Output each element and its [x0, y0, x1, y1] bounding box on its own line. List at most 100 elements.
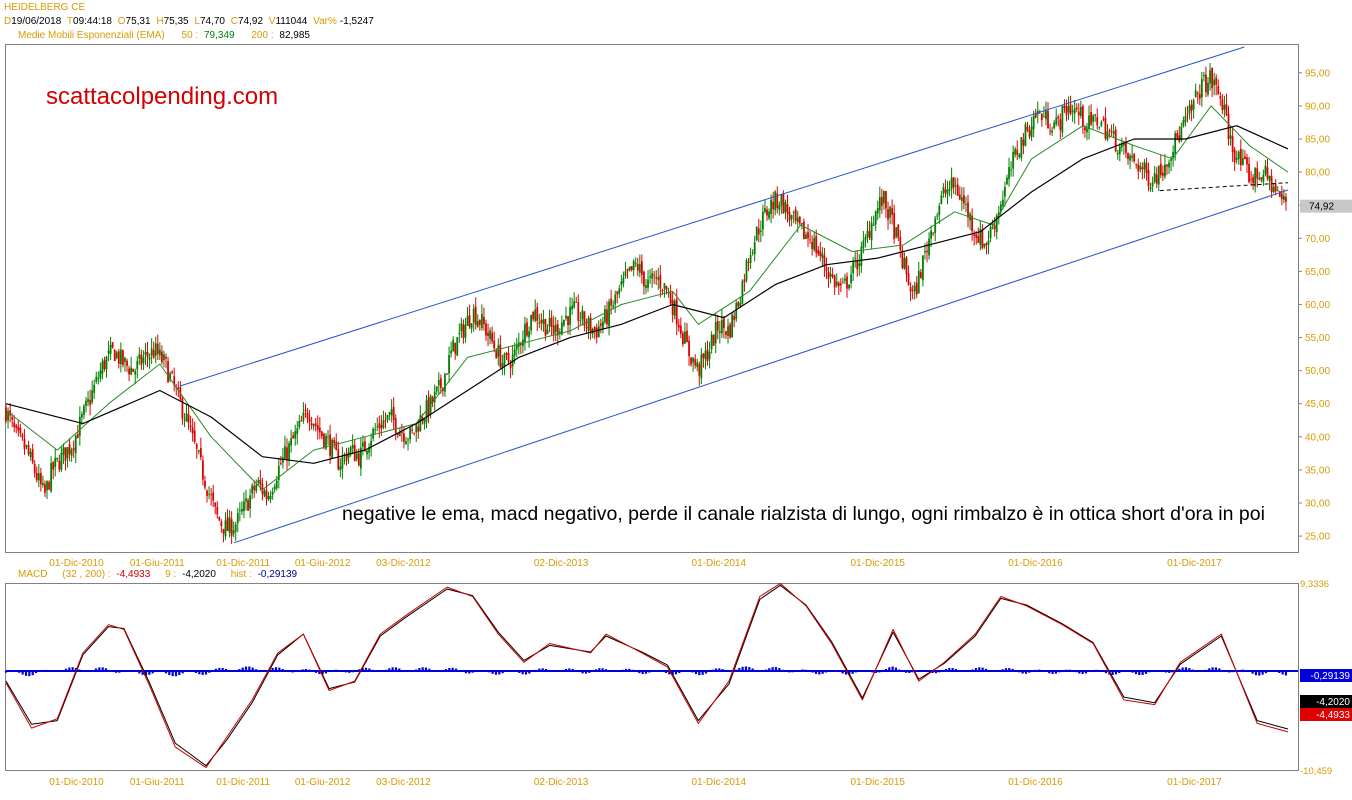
candle-body [284, 446, 286, 459]
ema50-value: 79,349 [203, 30, 235, 41]
candle-body [844, 278, 846, 281]
candle-body [819, 251, 822, 257]
candle-body [439, 378, 442, 388]
candle-body [156, 343, 159, 354]
candle-body [930, 230, 932, 239]
candle-body [288, 443, 290, 461]
candle-body [679, 325, 682, 334]
candle-body [458, 332, 461, 335]
candle-body [177, 387, 180, 389]
candle-body [337, 449, 340, 470]
candle-body [903, 258, 906, 269]
candle-body [390, 409, 393, 416]
candle-body [938, 205, 941, 216]
candle-body [386, 414, 389, 420]
candle-body [979, 229, 982, 245]
candle-body [967, 202, 969, 218]
candle-body [800, 222, 803, 225]
candle-body [866, 230, 869, 238]
candle-body [655, 277, 658, 279]
candle-body [97, 378, 100, 380]
price-x-tick-label: 01-Dic-2016 [1008, 558, 1063, 569]
candle-body [1178, 135, 1181, 142]
candle-body [948, 189, 951, 191]
candle-body [208, 493, 210, 495]
candle-body [772, 201, 775, 210]
candle-body [1207, 82, 1209, 95]
candle-body [19, 427, 22, 434]
price-y-tick-label: 95,00 [1305, 68, 1330, 79]
candle-body [1067, 106, 1070, 113]
candle-body [282, 457, 284, 463]
macd-x-tick-label: 01-Giu-2011 [130, 777, 185, 788]
candle-body [647, 279, 649, 288]
candle-body [710, 334, 713, 350]
candle-body [382, 420, 385, 428]
candle-body [792, 212, 795, 214]
candle-body [889, 206, 891, 218]
candle-body [413, 432, 416, 434]
candle-body [850, 274, 852, 284]
candle-body [597, 326, 600, 338]
candle-body [809, 239, 811, 241]
candle-body [349, 447, 352, 455]
candle-body [195, 444, 198, 449]
candle-body [44, 484, 46, 493]
candle-body [706, 349, 709, 362]
candle-body [1092, 115, 1095, 122]
candle-body [936, 215, 939, 217]
macd-panel-frame [5, 583, 1299, 771]
ema-legend-label: Medie Mobili Esponenziali (EMA) [18, 30, 165, 41]
candle-body [805, 234, 807, 239]
candle-body [347, 452, 350, 459]
signal-value-box [1300, 695, 1352, 708]
candle-body [212, 492, 215, 501]
candle-body [798, 216, 801, 224]
candle-body [495, 350, 498, 359]
candle-body [841, 281, 844, 283]
candle-body [335, 441, 338, 451]
candle-body [921, 255, 924, 280]
candle-body [306, 412, 309, 419]
candle-body [189, 425, 192, 428]
candle-body [115, 352, 118, 359]
candle-body [1086, 128, 1088, 133]
candle-body [476, 321, 479, 327]
candle-body [1203, 75, 1205, 77]
candle-body [657, 277, 660, 280]
candle-body [1047, 110, 1049, 129]
candle-body [954, 185, 957, 187]
candle-body [1237, 151, 1240, 159]
candle-body [417, 426, 420, 432]
candle-body [448, 354, 450, 374]
candle-body [5, 407, 7, 421]
candle-body [665, 286, 668, 290]
candle-body [1127, 152, 1129, 159]
candle-body [185, 413, 188, 422]
candle-body [204, 480, 206, 488]
candle-body [107, 350, 110, 354]
candle-body [39, 473, 42, 485]
candle-body [296, 428, 299, 435]
candle-body [435, 386, 438, 392]
candle-body [357, 452, 360, 466]
candle-body [1211, 67, 1214, 89]
candle-body [1180, 126, 1183, 140]
macd-panel [4, 582, 1298, 769]
price-y-tick-label: 45,00 [1305, 399, 1330, 410]
candle-body [1227, 113, 1230, 140]
candle-body [487, 332, 489, 336]
candle-body [1233, 149, 1236, 163]
candle-body [80, 414, 83, 418]
candle-body [17, 426, 20, 431]
candle-body [1198, 93, 1201, 99]
candle-body [614, 294, 617, 305]
candle-body [275, 480, 278, 489]
candle-body [608, 301, 610, 327]
candle-body [581, 310, 584, 320]
candle-body [403, 433, 405, 442]
candle-body [154, 343, 157, 356]
candle-body [411, 429, 414, 431]
candle-body [782, 193, 785, 214]
candle-body [1006, 177, 1008, 185]
